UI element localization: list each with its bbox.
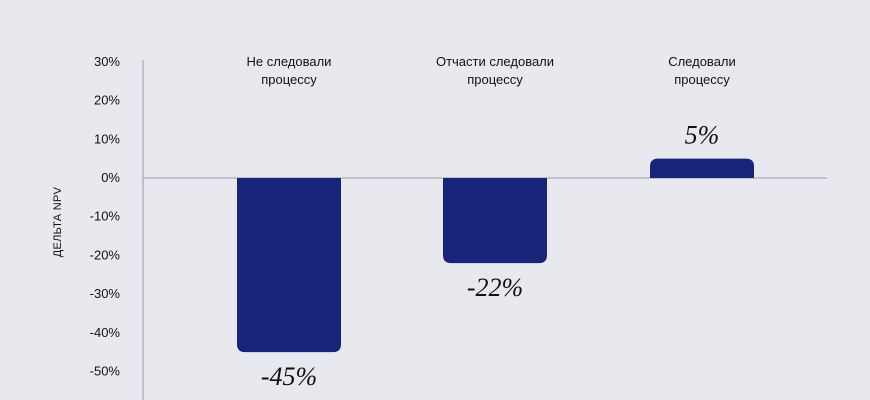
bar xyxy=(443,178,547,264)
category-label: Отчасти следовали xyxy=(436,54,554,69)
y-tick-label: -20% xyxy=(90,247,121,262)
y-tick-label: 10% xyxy=(94,131,120,146)
category-label: Следовали xyxy=(668,54,736,69)
category-label: процессу xyxy=(467,72,523,87)
category-labels: Не следовали процессу Отчасти следовали про… xyxy=(247,54,736,87)
bar xyxy=(650,158,754,178)
y-tick-label: -50% xyxy=(90,364,121,379)
category-label: процессу xyxy=(261,72,317,87)
category-label: Не следовали xyxy=(247,54,332,69)
y-tick-label: 30% xyxy=(94,54,120,69)
data-labels: -45% -22% 5% xyxy=(261,121,720,392)
y-tick-label: -40% xyxy=(90,325,121,340)
data-label: -22% xyxy=(467,273,523,302)
category-label: процессу xyxy=(674,72,730,87)
data-label: 5% xyxy=(685,121,720,150)
y-tick-label: 20% xyxy=(94,93,120,108)
y-tick-label: -10% xyxy=(90,209,121,224)
bars xyxy=(237,158,754,353)
y-ticks: 30% 20% 10% 0% -10% -20% -30% -40% -50% xyxy=(90,54,121,379)
y-axis-label: ДЕЛЬТА NPV xyxy=(52,186,64,257)
bar xyxy=(237,178,341,353)
data-label: -45% xyxy=(261,362,317,391)
y-tick-label: 0% xyxy=(101,170,120,185)
y-tick-label: -30% xyxy=(90,286,121,301)
